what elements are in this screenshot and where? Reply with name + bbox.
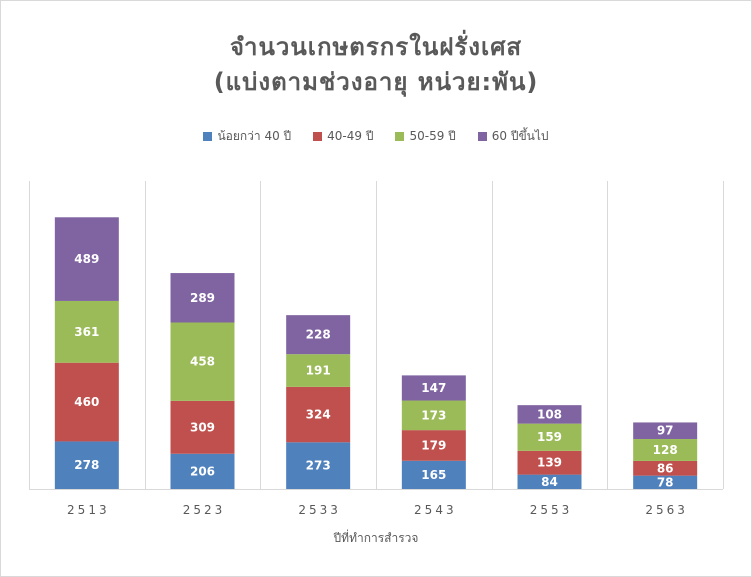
data-label: 108 <box>537 407 562 421</box>
data-label: 179 <box>421 438 446 452</box>
bar-segment-2563-3 <box>633 422 698 440</box>
legend-swatch <box>395 132 405 141</box>
bar-segment-2543-1 <box>401 430 466 461</box>
bar-segment-2563-0 <box>633 475 698 489</box>
data-label: 309 <box>190 420 215 434</box>
bar-segment-2523-1 <box>170 400 235 454</box>
data-label: 458 <box>190 355 215 369</box>
data-label: 191 <box>306 364 331 378</box>
x-tick-label: 2563 <box>645 503 688 517</box>
legend-swatch <box>313 132 323 141</box>
legend-label: 40-49 ปี <box>327 129 374 143</box>
bar-segment-2553-1 <box>517 450 582 475</box>
bar-segment-2543-0 <box>401 460 466 489</box>
bar-segment-2553-0 <box>517 474 582 489</box>
data-label: 289 <box>190 291 215 305</box>
x-tick-label: 2553 <box>530 503 573 517</box>
bar-segment-2543-3 <box>401 375 466 401</box>
data-label: 86 <box>657 461 674 475</box>
x-tick-label: 2523 <box>183 503 226 517</box>
bar-segment-2533-0 <box>286 442 351 489</box>
legend-item-2: 50-59 ปี <box>395 127 456 146</box>
bar-segment-2523-0 <box>170 453 235 489</box>
bar-segment-2533-1 <box>286 386 351 443</box>
data-label: 159 <box>537 430 562 444</box>
data-label: 84 <box>541 475 558 489</box>
data-label: 273 <box>306 459 331 473</box>
data-label: 460 <box>74 395 99 409</box>
data-label: 361 <box>74 325 99 339</box>
legend-item-1: 40-49 ปี <box>313 127 373 146</box>
chart-subtitle: (แบ่งตามช่วงอายุ หน่วย:พัน) <box>213 68 539 96</box>
bar-segment-2533-3 <box>286 315 351 355</box>
x-tick-label: 2513 <box>67 503 110 517</box>
data-label: 173 <box>421 408 446 422</box>
x-axis-title: ปีที่ทำการสำรวจ <box>333 531 419 545</box>
x-tick-label: 2533 <box>298 503 341 517</box>
data-label: 165 <box>421 468 446 482</box>
bar-segment-2513-2 <box>54 300 119 363</box>
bar-segment-2523-2 <box>170 322 235 401</box>
legend-label: น้อยกว่า 40 ปี <box>217 129 292 143</box>
legend-label: 50-59 ปี <box>409 129 456 143</box>
bar-segment-2513-0 <box>54 441 119 489</box>
legend-swatch <box>477 132 487 141</box>
data-label: 228 <box>306 328 331 342</box>
data-label: 324 <box>306 408 331 422</box>
data-label: 278 <box>74 458 99 472</box>
legend-label: 60 ปีขึ้นไป <box>491 129 549 143</box>
data-label: 97 <box>657 424 674 438</box>
legend: น้อยกว่า 40 ปี 40-49 ปี 50-59 ปี 60 ปีขึ้นไ… <box>0 127 752 146</box>
data-label: 489 <box>74 252 99 266</box>
data-label: 147 <box>421 381 446 395</box>
bar-segment-2553-3 <box>517 405 582 424</box>
bar-segment-2513-3 <box>54 217 119 301</box>
bar-segment-2563-2 <box>633 439 698 461</box>
bar-segment-2553-2 <box>517 423 582 451</box>
bar-segment-2523-3 <box>170 273 235 323</box>
data-label: 78 <box>657 475 674 489</box>
data-label: 139 <box>537 456 562 470</box>
bar-segment-2563-1 <box>633 460 698 476</box>
bar-segment-2513-1 <box>54 362 119 442</box>
chart-title: จำนวนเกษตรกรในฝรั่งเศส <box>229 33 523 61</box>
bar-segment-2543-2 <box>401 400 466 431</box>
legend-item-0: น้อยกว่า 40 ปี <box>203 127 291 146</box>
data-label: 206 <box>190 464 215 478</box>
x-tick-label: 2543 <box>414 503 457 517</box>
bar-segment-2533-2 <box>286 354 351 387</box>
legend-item-3: 60 ปีขึ้นไป <box>477 127 549 146</box>
data-label: 128 <box>653 443 678 457</box>
legend-swatch <box>203 132 213 141</box>
